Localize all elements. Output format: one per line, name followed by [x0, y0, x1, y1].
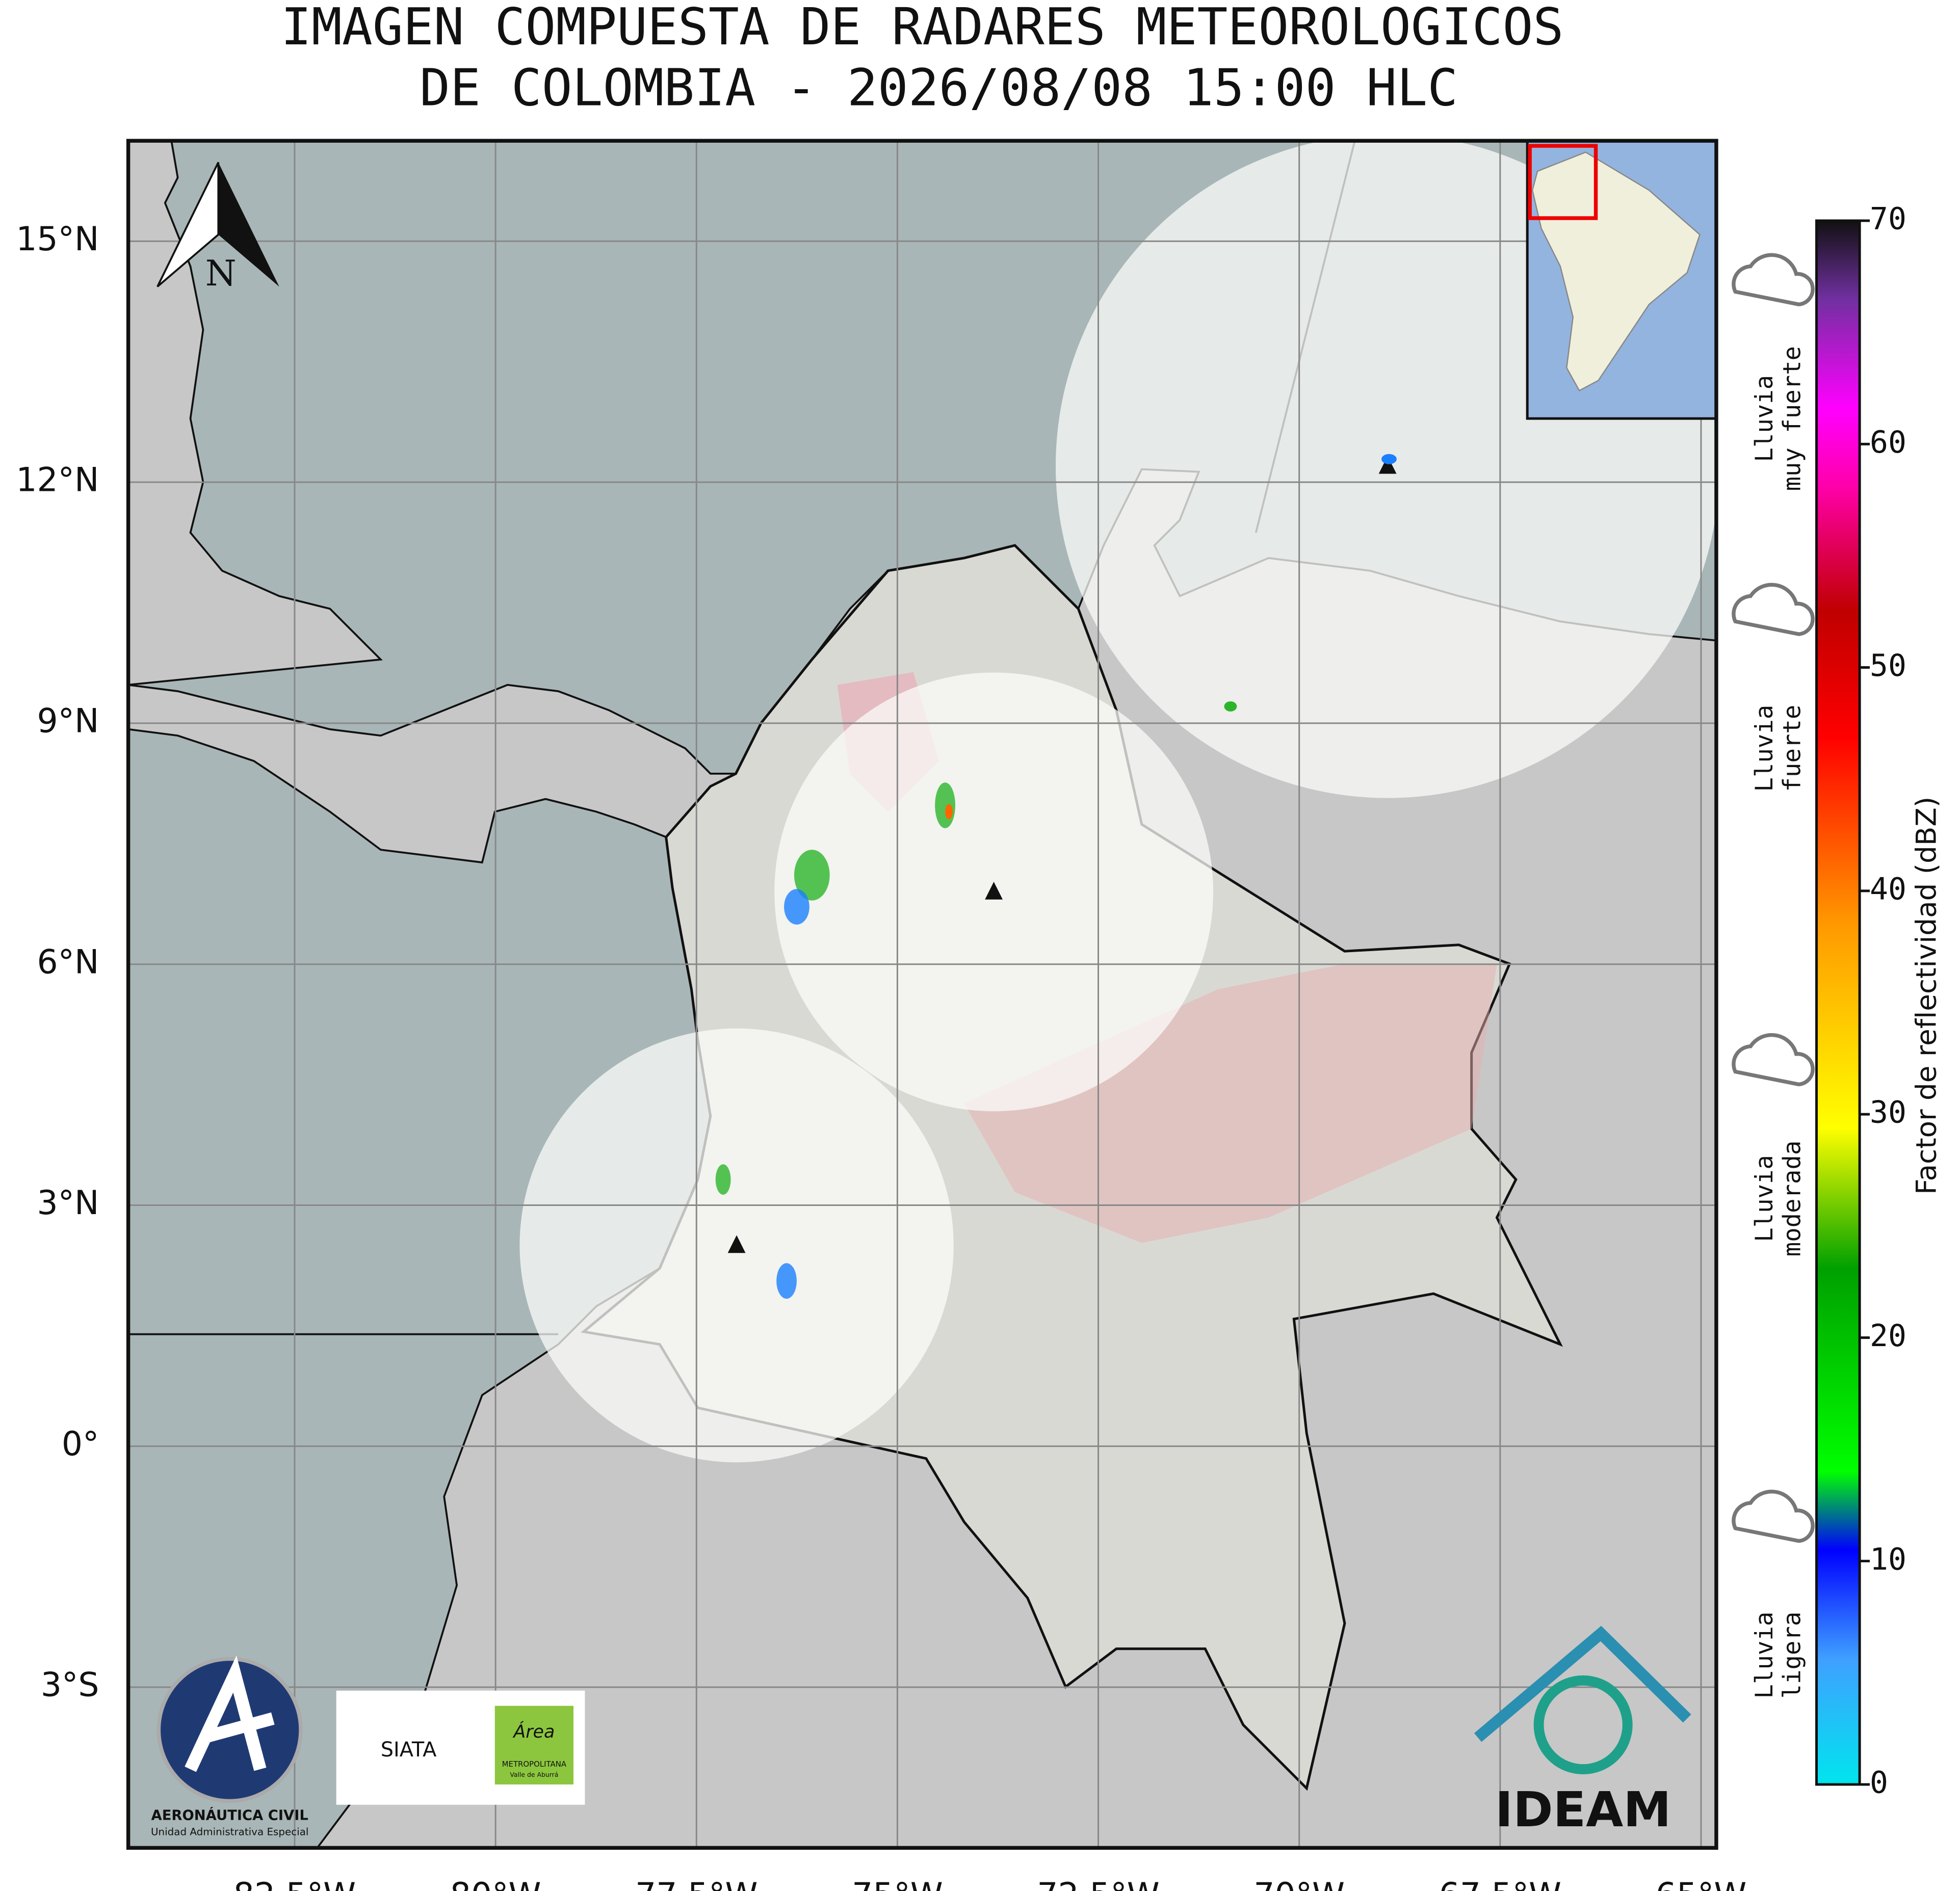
rain-level-label: Lluvia [1750, 375, 1779, 462]
x-tick-label: 70°W [1253, 1876, 1345, 1891]
radar-site [985, 881, 1003, 900]
y-tick-label: 12°N [16, 461, 99, 500]
map-frame [126, 139, 1718, 1850]
area-text: Área [512, 1721, 555, 1742]
echo [1381, 454, 1397, 464]
rain-level-label: muy fuerte [1779, 346, 1807, 491]
area-subtext: METROPOLITANA [502, 1759, 567, 1769]
colorbar-ticks: 0 10 20 30 40 50 60 70 [1860, 202, 1906, 1801]
logo-ideam: IDEAM [1474, 1625, 1691, 1838]
rain-icon [1732, 583, 1815, 636]
rain-level-label: Lluvia [1750, 1155, 1779, 1242]
y-tick-label: 3°S [41, 1666, 99, 1704]
colorbar-tick-label: 20 [1870, 1319, 1906, 1354]
echoes [715, 454, 1397, 1299]
echo [794, 850, 830, 901]
colorbar-tick-label: 70 [1870, 202, 1906, 237]
colorbar-tick-label: 10 [1870, 1542, 1906, 1577]
y-tick-label: 3°N [37, 1184, 99, 1222]
inset-extent [1528, 144, 1598, 220]
colorbar-tick-label: 30 [1870, 1095, 1906, 1131]
grid [128, 141, 1716, 1848]
warning-area [964, 964, 1497, 1243]
colorbar-tick-label: 40 [1870, 872, 1906, 907]
colorbar [1815, 219, 1861, 1786]
rain-level-label: ligera [1779, 1612, 1807, 1699]
title-line-2: DE COLOMBIA - 2026/08/08 15:00 HLC [420, 59, 1458, 118]
title-line-1: IMAGEN COMPUESTA DE RADARES METEOROLOGIC… [281, 0, 1563, 57]
ideam-text: IDEAM [1495, 1782, 1671, 1838]
echo [945, 804, 953, 820]
radar-site [727, 1235, 746, 1253]
echo [1224, 701, 1237, 712]
colorbar-tick-label: 60 [1870, 425, 1906, 460]
rain-level: Lluvia moderada [1732, 1033, 1815, 1257]
y-tick-label: 0° [62, 1425, 99, 1463]
x-tick-label: 72.5°W [1037, 1876, 1159, 1891]
logo-a [185, 1656, 275, 1772]
x-tick-label: 67.5°W [1439, 1876, 1561, 1891]
y-tick-label: 9°N [37, 702, 99, 740]
x-tick-label: 77.5°W [635, 1876, 757, 1891]
x-tick-label: 82.5°W [233, 1876, 356, 1891]
axes: 82.5°W 80°W 77.5°W 75°W 72.5°W 70°W 67.5°W 65°W… [16, 220, 1746, 1891]
ideam-swirl [1533, 1675, 1633, 1775]
rain-level-label: fuerte [1779, 705, 1807, 792]
y-tick-label: 15°N [16, 220, 99, 258]
area-subtext: Valle de Aburrá [510, 1771, 558, 1778]
rain-level-label: moderada [1779, 1141, 1807, 1257]
logo-aerocivil: AERONÁUTICA CIVIL Unidad Administrativa … [151, 1656, 308, 1838]
echo [935, 782, 955, 828]
logo-subtext: Unidad Administrativa Especial [151, 1826, 308, 1838]
siata-text: SIATA [381, 1738, 437, 1762]
rain-level-label: Lluvia [1750, 1612, 1779, 1699]
map-area: N AERONÁUTICA CIVIL Unidad Administrativ… [128, 141, 1716, 1848]
x-tick-label: 75°W [852, 1876, 943, 1891]
echo [776, 1263, 797, 1299]
rain-icon [1732, 1489, 1815, 1543]
colorbar-label: Factor de reflectividad (dBZ) [1910, 797, 1943, 1195]
inset-land [1531, 151, 1701, 392]
rain-level-label: Lluvia [1750, 705, 1779, 792]
colorbar-tick-label: 0 [1870, 1766, 1888, 1801]
x-tick-label: 80°W [450, 1876, 541, 1891]
area-box [494, 1705, 574, 1784]
rain-icon [1732, 1033, 1815, 1087]
colorbar-tick-label: 50 [1870, 648, 1906, 684]
rain-level: Lluvia fuerte [1732, 583, 1815, 792]
radar-site [1378, 456, 1397, 474]
y-tick-label: 6°N [37, 943, 99, 981]
rain-level: Lluvia muy fuerte [1732, 253, 1815, 491]
ideam-roof [1474, 1625, 1691, 1742]
logo-text: AERONÁUTICA CIVIL [151, 1807, 308, 1824]
rain-icon [1732, 253, 1815, 306]
echo [784, 889, 809, 925]
rain-level: Lluvia ligera [1732, 1489, 1815, 1699]
inset-map [1526, 141, 1716, 420]
north-label: N [205, 253, 237, 294]
echo [715, 1164, 731, 1195]
logo-siata: SIATA Área METROPOLITANA Valle de Aburrá [336, 1690, 585, 1805]
x-tick-label: 65°W [1656, 1876, 1747, 1891]
